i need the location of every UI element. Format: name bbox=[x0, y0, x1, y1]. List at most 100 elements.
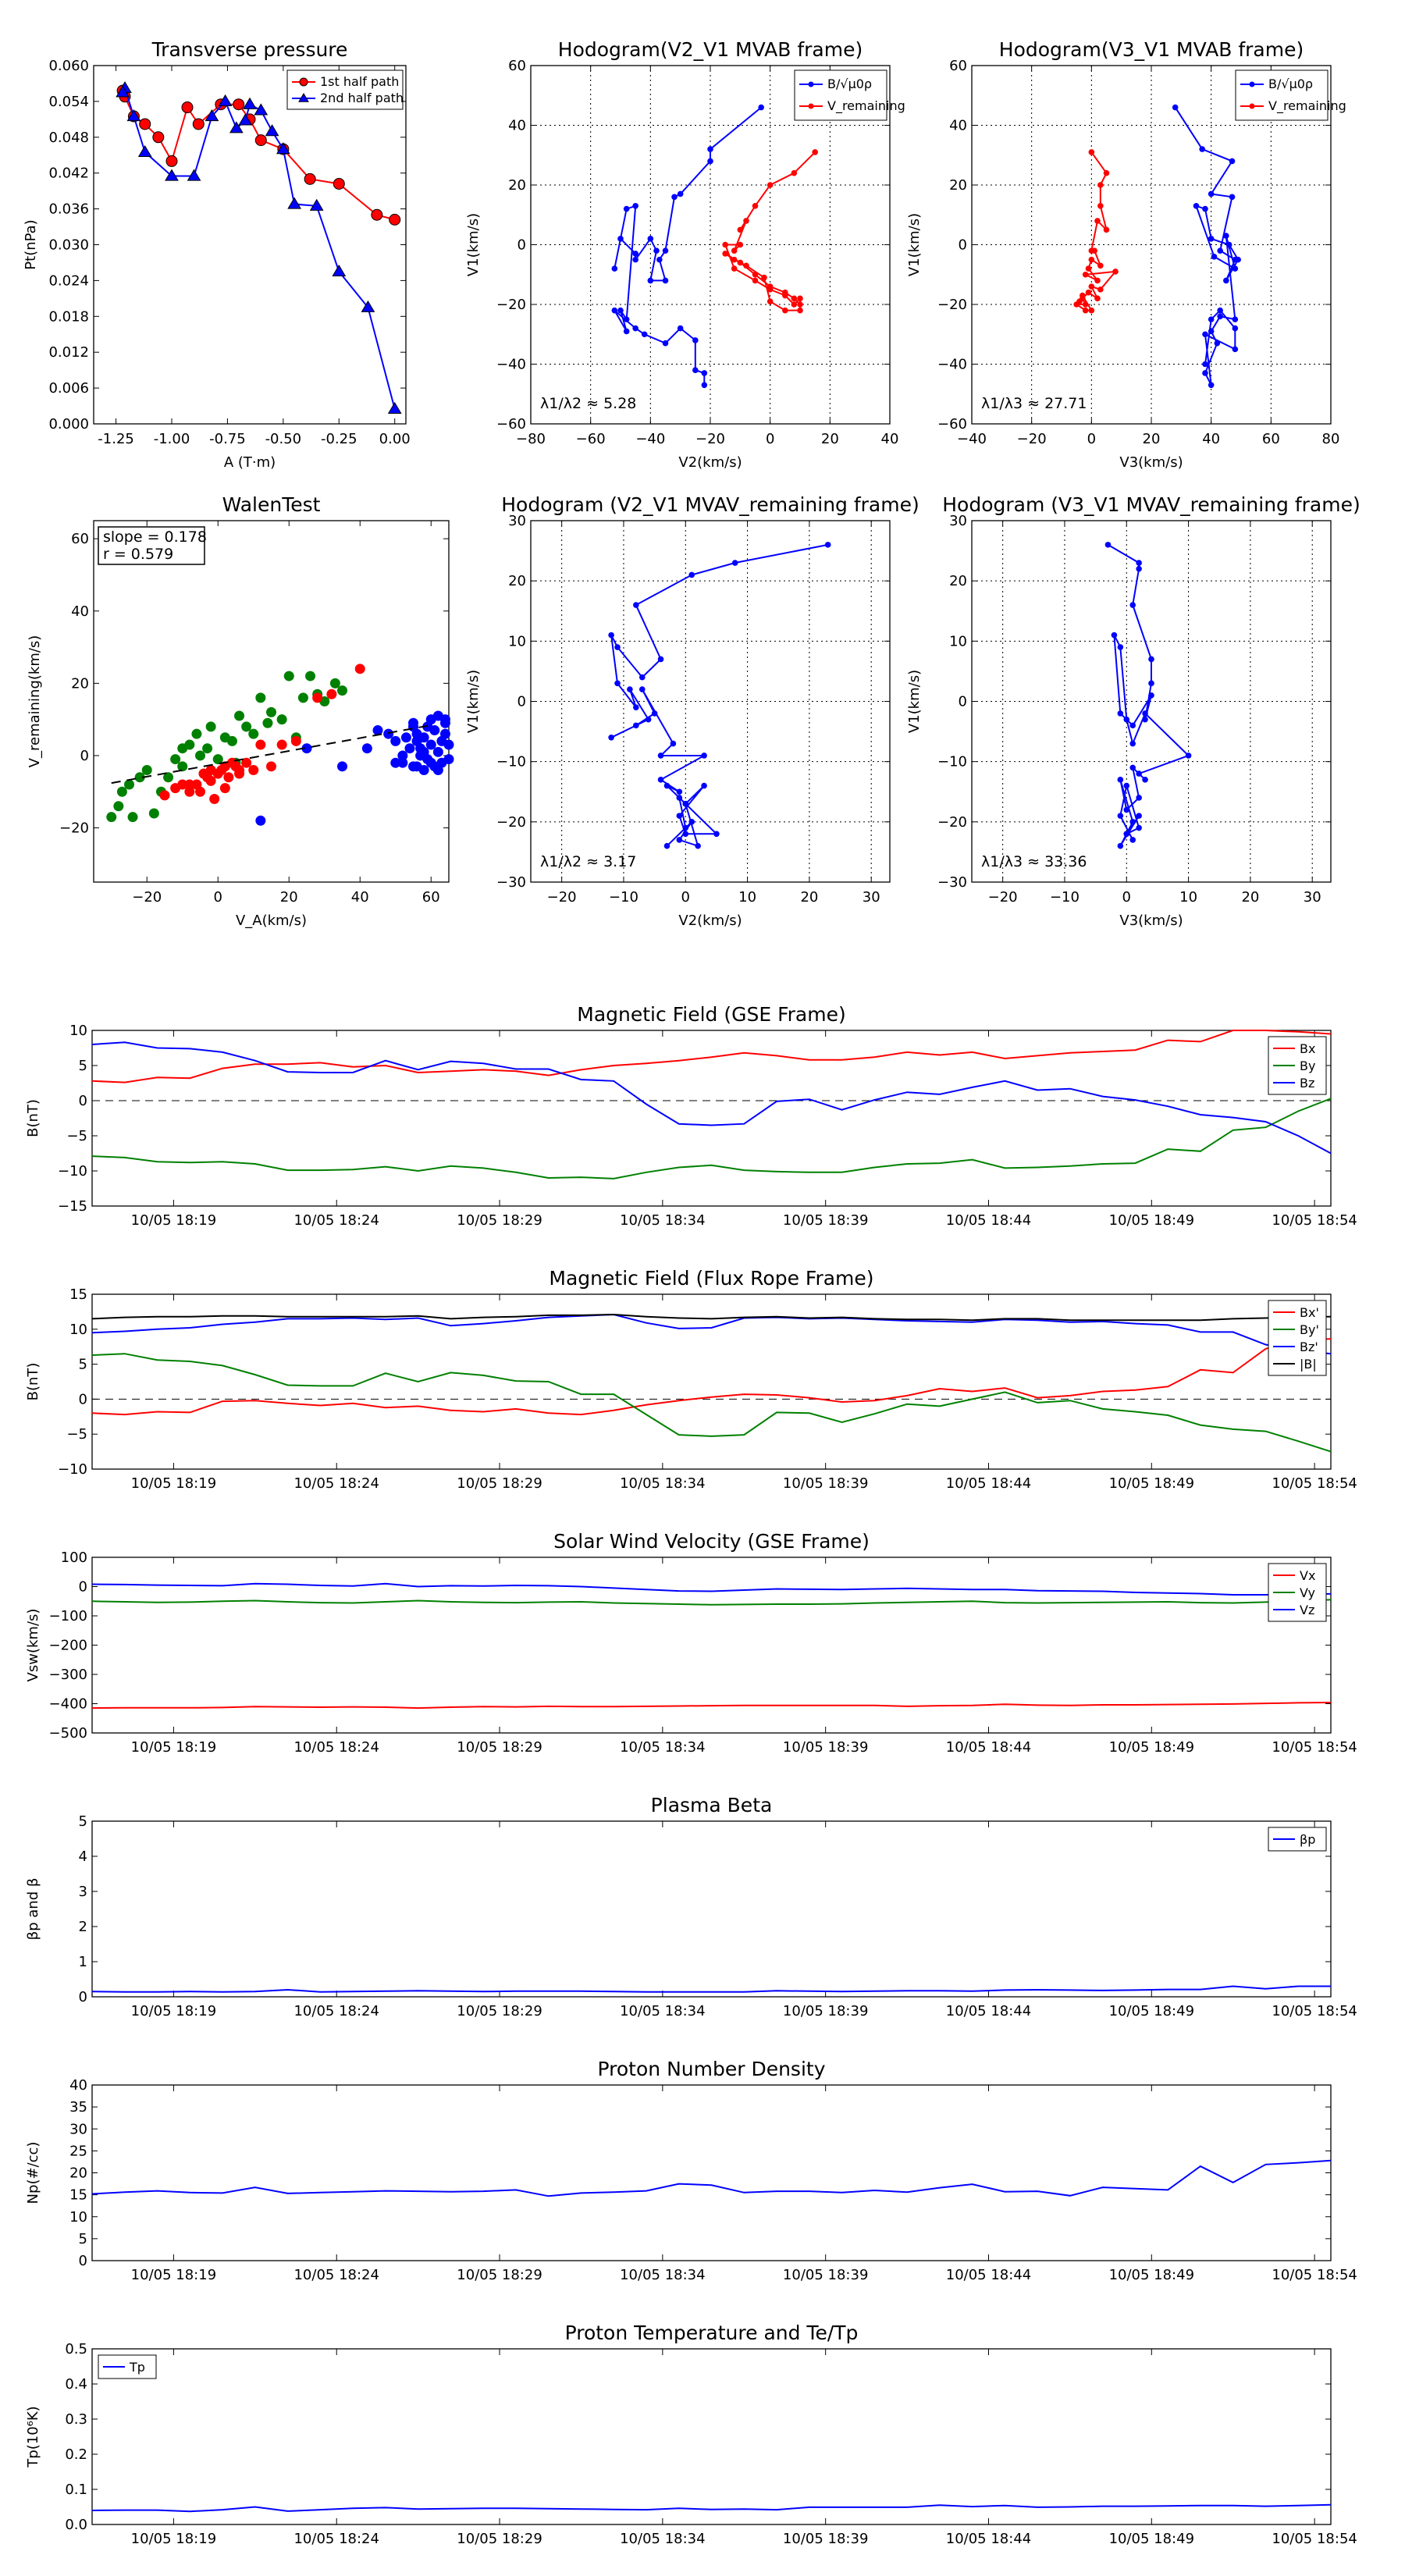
time-tick-label: 10/05 18:29 bbox=[457, 1212, 542, 1229]
x-tick-label: 0 bbox=[1087, 431, 1096, 447]
y-axis-label: βp and β bbox=[25, 1878, 41, 1941]
y-tick-label: 0.024 bbox=[48, 272, 89, 289]
time-tick-label: 10/05 18:49 bbox=[1109, 1212, 1194, 1229]
data-point bbox=[632, 202, 638, 209]
x-tick-label: 20 bbox=[821, 431, 839, 447]
data-point bbox=[429, 725, 440, 736]
slope-annotation: slope = 0.178 bbox=[103, 528, 207, 546]
legend-label: By' bbox=[1300, 1322, 1319, 1337]
data-point bbox=[397, 757, 408, 768]
y-tick-label: 25 bbox=[69, 2143, 87, 2159]
data-point bbox=[1129, 764, 1136, 771]
data-point bbox=[238, 113, 253, 126]
data-point bbox=[1208, 382, 1215, 389]
y-tick-label: −500 bbox=[49, 1725, 87, 1742]
data-point bbox=[390, 735, 401, 746]
data-point bbox=[662, 247, 669, 254]
y-axis-label: Tp(10⁶K) bbox=[25, 2406, 41, 2467]
time-tick-label: 10/05 18:39 bbox=[783, 2531, 868, 2547]
x-tick-label: 0 bbox=[214, 889, 222, 906]
data-point bbox=[205, 775, 216, 786]
y-tick-label: −20 bbox=[496, 297, 526, 313]
data-point bbox=[354, 664, 365, 674]
data-point bbox=[425, 757, 436, 768]
data-point bbox=[218, 94, 233, 106]
data-point bbox=[647, 236, 654, 242]
data-point bbox=[202, 743, 213, 754]
data-point bbox=[1148, 656, 1154, 663]
y-tick-label: 0.3 bbox=[65, 2411, 87, 2428]
x-axis-label: V2(km/s) bbox=[678, 454, 742, 471]
y-tick-label: 60 bbox=[71, 531, 89, 547]
data-point bbox=[617, 307, 624, 314]
y-tick-label: 4 bbox=[79, 1848, 87, 1865]
data-point bbox=[688, 819, 695, 825]
data-point bbox=[404, 743, 415, 754]
data-point bbox=[1097, 262, 1104, 269]
data-point bbox=[627, 686, 633, 692]
legend-label: Vz bbox=[1300, 1603, 1314, 1617]
x-tick-label: 30 bbox=[863, 889, 880, 906]
data-point bbox=[611, 307, 618, 314]
legend-label: Bx' bbox=[1300, 1305, 1319, 1320]
data-point bbox=[731, 256, 738, 263]
x-axis-label: A (T·m) bbox=[224, 454, 276, 471]
y-tick-label: −400 bbox=[49, 1696, 87, 1713]
data-point bbox=[432, 764, 443, 775]
data-point bbox=[1104, 542, 1112, 548]
correlation-annotation: r = 0.579 bbox=[103, 546, 173, 563]
y-tick-label: 35 bbox=[69, 2099, 87, 2115]
data-point bbox=[722, 241, 728, 248]
x-tick-label: 10 bbox=[1179, 889, 1197, 906]
x-tick-label: −80 bbox=[516, 431, 546, 447]
data-point bbox=[301, 743, 312, 754]
time-tick-label: 10/05 18:39 bbox=[783, 2267, 868, 2283]
y-tick-label: 15 bbox=[69, 1286, 87, 1303]
data-point bbox=[676, 788, 683, 795]
scatter-series bbox=[159, 664, 365, 805]
data-point bbox=[255, 692, 266, 703]
data-point bbox=[617, 236, 624, 242]
data-point bbox=[1123, 782, 1130, 789]
x-tick-label: −10 bbox=[609, 889, 638, 906]
plot-frame bbox=[91, 1030, 1332, 1207]
y-tick-label: −40 bbox=[496, 357, 526, 373]
data-point bbox=[752, 277, 759, 284]
plot-frame bbox=[971, 65, 1332, 425]
data-point bbox=[1193, 202, 1200, 209]
x-tick-label: −10 bbox=[1050, 889, 1080, 906]
data-point bbox=[283, 671, 294, 681]
data-point bbox=[1129, 819, 1136, 825]
data-point bbox=[731, 560, 738, 566]
data-point bbox=[170, 754, 181, 765]
data-point bbox=[1211, 254, 1218, 260]
data-point bbox=[372, 725, 383, 736]
data-point bbox=[797, 301, 803, 308]
time-tick-label: 10/05 18:29 bbox=[457, 2003, 542, 2019]
data-point bbox=[312, 692, 323, 703]
data-point bbox=[657, 777, 664, 783]
data-point bbox=[1123, 806, 1130, 813]
data-point bbox=[677, 325, 684, 332]
data-point bbox=[677, 190, 684, 197]
data-point bbox=[782, 307, 788, 314]
legend-label: B/√μ0ρ bbox=[827, 76, 872, 91]
time-tick-label: 10/05 18:54 bbox=[1272, 2531, 1357, 2547]
x-tick-label: 30 bbox=[1304, 889, 1321, 906]
data-point bbox=[657, 656, 664, 663]
time-tick-label: 10/05 18:29 bbox=[457, 1739, 542, 1756]
series-v-remaining bbox=[1073, 149, 1119, 314]
y-tick-label: 0 bbox=[959, 694, 967, 710]
data-point bbox=[290, 735, 301, 746]
data-point bbox=[743, 218, 749, 224]
data-point bbox=[418, 746, 429, 757]
data-point bbox=[752, 271, 759, 278]
legend-label: Bz' bbox=[1300, 1340, 1318, 1354]
plot-frame bbox=[530, 520, 891, 883]
y-tick-label: 0.018 bbox=[48, 308, 89, 325]
data-point bbox=[701, 753, 707, 759]
data-point bbox=[1094, 295, 1101, 302]
data-point bbox=[688, 571, 695, 578]
series-line-b bbox=[91, 1313, 1331, 1322]
tpp-timeseries-chart: Proton Temperature and Te/Tp 0.0 0.1 0.2 0.3… bbox=[25, 2322, 1357, 2547]
